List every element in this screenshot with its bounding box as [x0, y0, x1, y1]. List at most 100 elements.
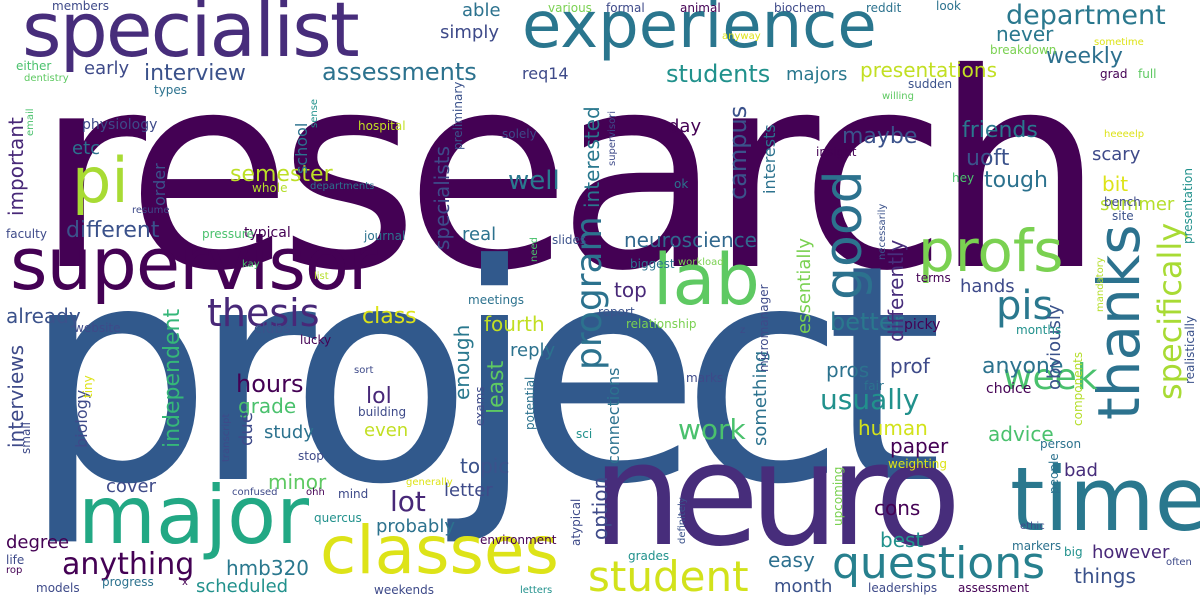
word: connections — [604, 367, 623, 465]
word: lot — [390, 485, 426, 518]
word: quercus — [314, 511, 362, 525]
word: x — [182, 577, 188, 588]
word: realistically — [1183, 315, 1197, 384]
word: weekly — [1046, 44, 1123, 69]
word: generally — [406, 477, 453, 488]
word: components — [1071, 351, 1085, 426]
word: relationship — [626, 317, 697, 331]
word: sometime — [1094, 37, 1144, 48]
word: human — [858, 416, 928, 440]
word: uoft — [966, 146, 1010, 171]
word: weekends — [374, 583, 434, 597]
word: progress — [102, 575, 154, 589]
word: mind — [338, 487, 369, 501]
word: specialist — [22, 0, 360, 74]
word: hands — [960, 276, 1015, 297]
word: journal — [364, 229, 406, 243]
word: upcoming — [831, 466, 845, 526]
word: various — [548, 1, 592, 15]
word: grad — [1100, 67, 1128, 81]
word: biggest — [630, 257, 675, 271]
word: major — [78, 469, 310, 562]
word: specialists — [430, 145, 454, 250]
word: real — [462, 224, 497, 245]
word: person — [1040, 437, 1082, 451]
word: thesis — [207, 291, 320, 335]
word: profs — [918, 217, 1064, 285]
word: paper — [890, 434, 949, 458]
word: kay — [242, 259, 260, 270]
word: grade — [238, 394, 297, 418]
word: lol — [366, 384, 392, 409]
word: easy — [768, 548, 815, 572]
word: bad — [1064, 460, 1098, 481]
word: supervisor — [10, 222, 378, 306]
word: prof — [890, 354, 930, 378]
word: differently — [884, 239, 908, 342]
word: already — [6, 304, 81, 328]
word: animal — [680, 1, 721, 15]
word: mandatory — [1095, 257, 1106, 312]
word: willing — [882, 91, 914, 102]
word: site — [1112, 209, 1134, 223]
word: good — [814, 170, 874, 300]
word: potential — [523, 376, 537, 430]
word: tough — [984, 168, 1048, 193]
word: simply — [440, 22, 499, 43]
word: preliminary — [451, 81, 465, 150]
word: letters — [520, 585, 553, 596]
word: biochem — [774, 1, 826, 15]
word: sudden — [908, 77, 953, 91]
word: scary — [1092, 144, 1141, 165]
word: confused — [232, 487, 278, 498]
word: reddit — [866, 1, 902, 15]
word: website — [74, 321, 121, 335]
word: minor — [268, 470, 327, 494]
word: supervisori — [607, 110, 618, 166]
word: reply — [510, 340, 556, 361]
word: small — [19, 422, 33, 454]
word: fair — [864, 379, 884, 393]
word: look — [936, 0, 961, 13]
word: terms — [916, 271, 951, 285]
word: interests — [760, 124, 779, 194]
word: never — [996, 22, 1054, 46]
word: lab — [653, 239, 760, 321]
word: neuroscience — [624, 228, 757, 252]
word: insight — [816, 145, 857, 159]
word: transcript — [221, 413, 232, 462]
word: work — [678, 413, 746, 446]
word: definitely — [677, 497, 688, 544]
word: fourth — [484, 312, 545, 336]
word: ohh — [306, 487, 325, 498]
word: grades — [628, 549, 670, 563]
word: usually — [820, 383, 920, 416]
word: however — [1092, 542, 1170, 563]
word: markers — [1012, 539, 1062, 553]
word: sort — [354, 365, 374, 376]
word: assessments — [322, 58, 477, 86]
word: picky — [904, 317, 941, 333]
word: hospital — [358, 119, 406, 133]
word: early — [84, 58, 130, 79]
word: least — [484, 360, 509, 414]
word: faculty — [6, 227, 47, 241]
word: exams — [473, 386, 487, 426]
word: maybe — [842, 124, 918, 149]
word: cover — [106, 476, 157, 497]
word: interested — [580, 106, 604, 208]
word: cons — [874, 496, 921, 520]
word: atypical — [569, 498, 583, 546]
word: order — [150, 163, 169, 206]
word: summer — [1100, 194, 1175, 215]
word: student — [588, 552, 749, 600]
word: months — [1016, 323, 1062, 337]
word: physiology — [82, 117, 158, 133]
word: study — [264, 422, 314, 443]
word: hours — [236, 370, 304, 398]
word: pi — [72, 144, 129, 217]
word: pressure — [202, 227, 254, 241]
word: resume — [132, 205, 170, 216]
word: obviously — [1044, 304, 1065, 390]
word: interview — [144, 61, 246, 86]
